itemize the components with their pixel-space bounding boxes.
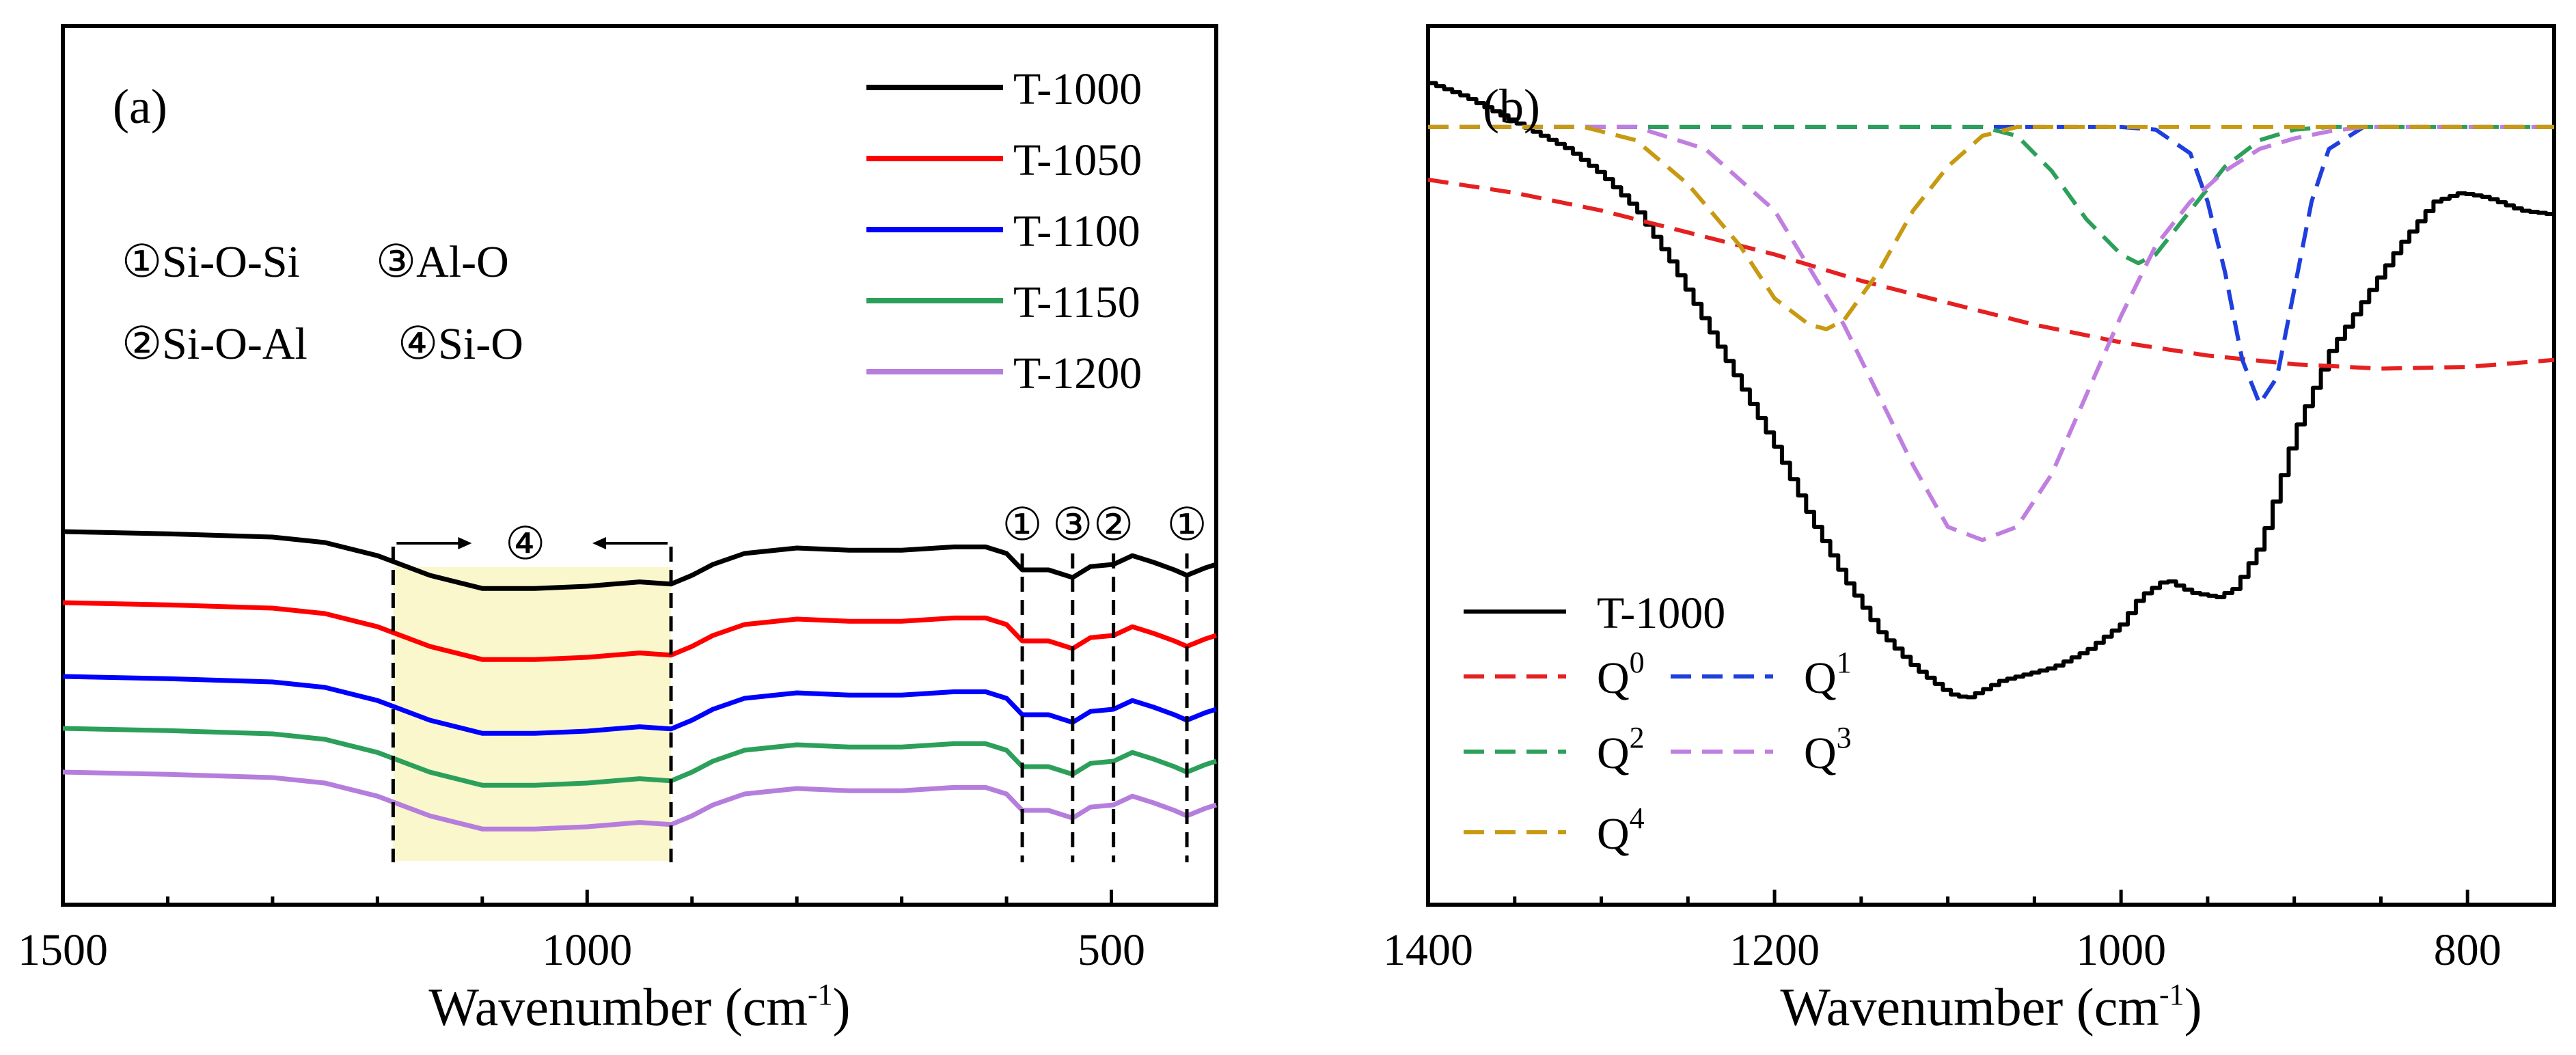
series-line-t-1150 [62,726,1218,788]
legend-label-t-1050: T-1050 [1013,135,1142,185]
panel-b-label: (b) [1483,79,1540,134]
panel-b-frame [1426,24,2556,907]
series-line-t-1000 [62,529,1218,591]
x-tick-label: 1200 [1729,925,1820,975]
series-line-q2 [1428,124,2554,266]
panel-b-x-ticks: 1400 1200 1000 800 [1383,890,2556,975]
marker-label: ③ [1052,500,1093,550]
series-line-q4 [1428,124,2554,331]
marker-label: ② [1093,500,1134,550]
x-tick-label: 500 [1078,925,1145,975]
panel-a-frame [61,24,1218,907]
legend-label-t-1100: T-1100 [1013,206,1140,256]
legend-label-q4: Q4 [1597,801,1645,859]
legend-label-q0: Q0 [1597,646,1645,703]
marker-label: ① [1002,500,1043,550]
panel-a-x-axis-title: Wavenumber (cm-1) [428,977,850,1037]
region-label: ④ [505,519,545,569]
series-line-q3 [1428,124,2554,543]
series-line-t-1200 [62,769,1218,832]
legend-label-t-1000: T-1000 [1597,588,1725,638]
x-tick-label: 1500 [18,925,108,975]
x-tick-label: 800 [2434,925,2502,975]
annotation-si-o-si: ①Si-O-Si [122,237,300,287]
marker-label: ① [1166,500,1207,550]
series-line-t-1000 [1428,81,2556,700]
region-arrow-right-head [458,537,472,549]
legend-label-q2: Q2 [1597,721,1645,778]
region-arrow-left-head [592,537,607,549]
panel-b-legend: T-1000 Q0 Q1 Q2 Q3 Q4 [1464,588,1852,859]
legend-label-t-1150: T-1150 [1013,277,1140,327]
series-line-q1 [1428,124,2554,406]
panel-b: 1400 1200 1000 800 (b) T-1000 Q0 Q1 Q2 Q3 Q4 Wav… [1383,24,2556,1037]
panel-a-legend: T-1000 T-1050 T-1100 T-1150 T-1200 [866,64,1142,398]
annotation-al-o: ③Al-O [376,237,509,287]
x-tick-label: 1400 [1383,925,1473,975]
panel-a-highlight-region [393,567,672,861]
legend-label-q3: Q3 [1804,721,1852,778]
annotation-si-o-al: ②Si-O-Al [122,319,307,369]
panel-a-series [62,529,1218,832]
panel-a-x-ticks: 1500 1000 500 [18,890,1218,975]
series-line-t-1100 [62,674,1218,736]
x-tick-label: 1000 [2076,925,2166,975]
panel-a-label: (a) [113,79,167,134]
x-tick-label: 1000 [542,925,632,975]
panel-b-x-axis-title: Wavenumber (cm-1) [1780,977,2202,1037]
panel-b-series [1427,81,2556,700]
legend-label-t-1200: T-1200 [1013,348,1142,398]
annotation-si-o: ④Si-O [398,319,523,369]
legend-label-q1: Q1 [1804,646,1852,703]
legend-label-t-1000: T-1000 [1013,64,1142,114]
series-line-q0 [1427,178,2555,371]
series-line-t-1050 [62,600,1218,662]
